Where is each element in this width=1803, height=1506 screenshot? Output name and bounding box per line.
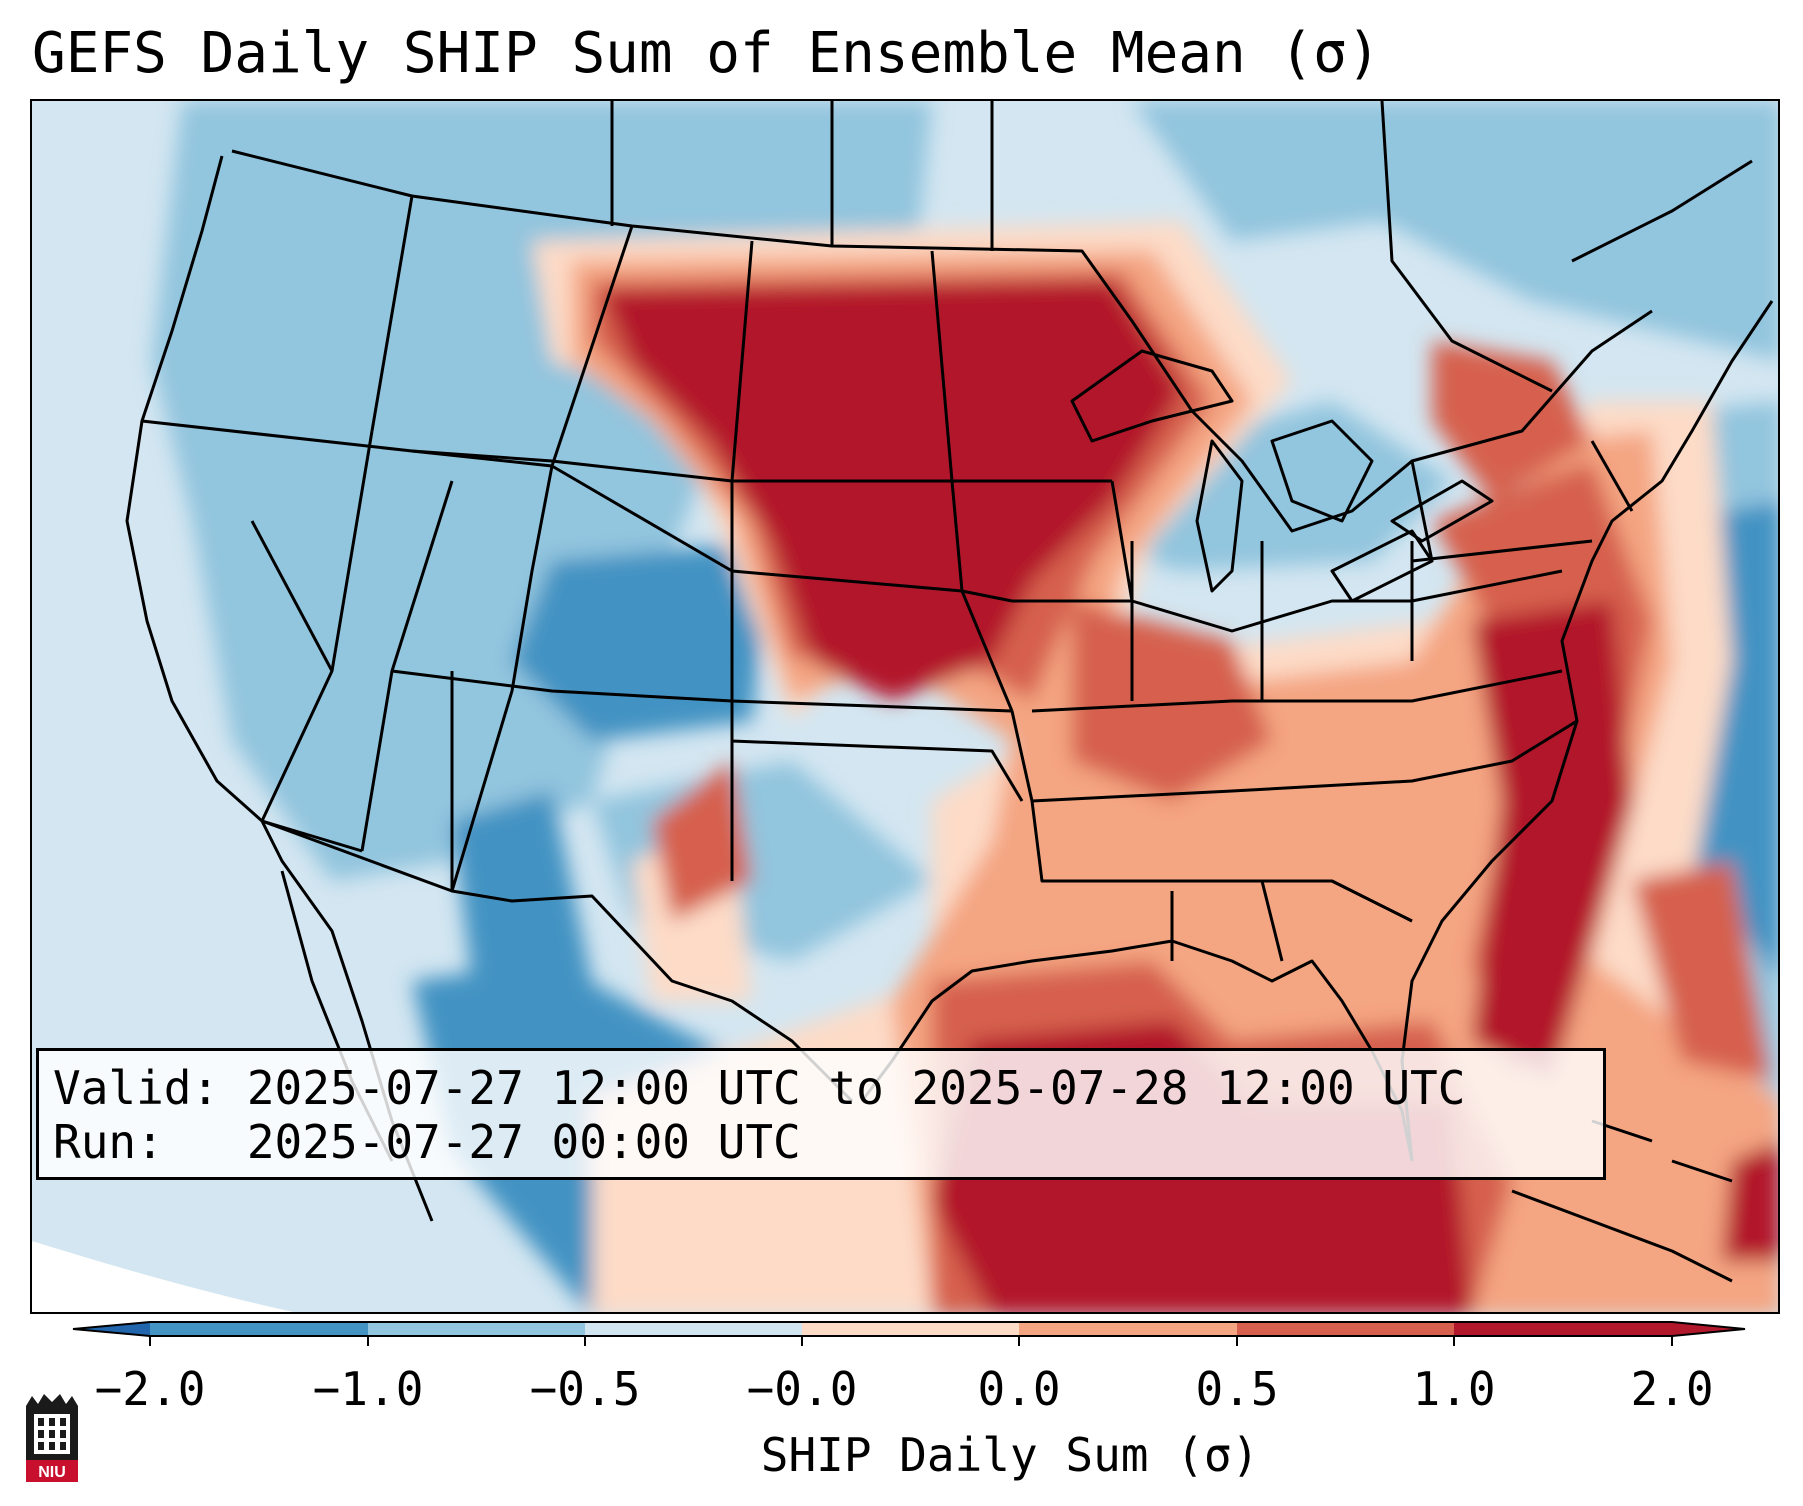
colorbar-tick-label: 1.0 bbox=[1412, 1362, 1496, 1416]
run-time-line: Run: 2025-07-27 00:00 UTC bbox=[53, 1115, 801, 1169]
colorbar-tick-label: −2.0 bbox=[94, 1362, 206, 1416]
colorbar bbox=[72, 1321, 1746, 1346]
colorbar-tick-label: −0.0 bbox=[746, 1362, 858, 1416]
chart-title: GEFS Daily SHIP Sum of Ensemble Mean (σ) bbox=[32, 21, 1381, 86]
colorbar-segment-1 bbox=[150, 1322, 368, 1336]
colorbar-tick-label: −1.0 bbox=[312, 1362, 424, 1416]
colorbar-extend-low bbox=[73, 1322, 150, 1336]
colorbar-segment-4 bbox=[802, 1322, 1019, 1336]
state-boundaries bbox=[125, 101, 1774, 1283]
colorbar-segment-6 bbox=[1237, 1322, 1454, 1336]
colorbar-tick-label: −0.5 bbox=[529, 1362, 641, 1416]
valid-time-line: Valid: 2025-07-27 12:00 UTC to 2025-07-2… bbox=[53, 1061, 1466, 1115]
colorbar-extend-high bbox=[1672, 1322, 1745, 1336]
shaded-field bbox=[152, 101, 1778, 1312]
colorbar-segment-5 bbox=[1019, 1322, 1237, 1336]
colorbar-label: SHIP Daily Sum (σ) bbox=[760, 1428, 1260, 1482]
off-projection-area bbox=[32, 1241, 294, 1312]
colorbar-tick-label: 0.5 bbox=[1195, 1362, 1279, 1416]
colorbar-segment-7 bbox=[1454, 1322, 1672, 1336]
valid-time-box: Valid: 2025-07-27 12:00 UTC to 2025-07-2… bbox=[36, 1048, 1606, 1180]
colorbar-tick-label: 0.0 bbox=[977, 1362, 1061, 1416]
colorbar-segment-3 bbox=[585, 1322, 802, 1336]
niu-logo: NIU bbox=[26, 1394, 78, 1482]
colorbar-tick-label: 2.0 bbox=[1630, 1362, 1714, 1416]
colorbar-ticks bbox=[149, 1336, 1673, 1346]
colorbar-segment-2 bbox=[368, 1322, 585, 1336]
svg-text:NIU: NIU bbox=[38, 1464, 66, 1481]
